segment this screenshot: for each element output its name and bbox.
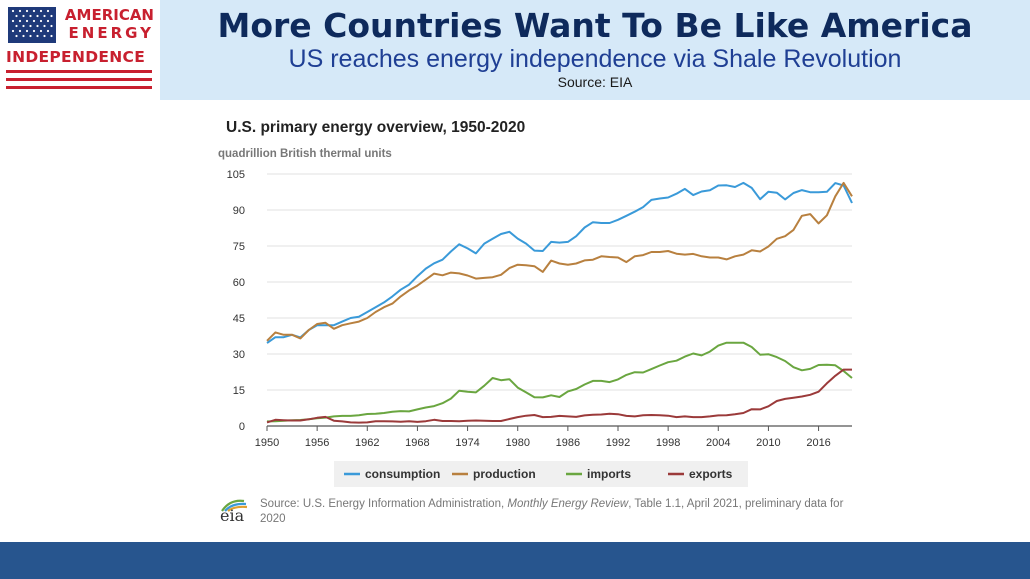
american-energy-independence-logo: AMERICAN ENERGY INDEPENDENCE [0,0,160,100]
y-tick-label: 105 [227,169,245,181]
chart-title: U.S. primary energy overview, 1950-2020 [226,119,525,136]
x-tick-label: 2004 [706,437,730,449]
x-tick-label: 1974 [455,437,479,449]
x-tick-label: 1986 [556,437,580,449]
eia-logo-icon [220,498,254,526]
chart-source-note: Source: U.S. Energy Information Administ… [260,497,850,527]
x-tick-label: 2010 [756,437,780,449]
x-tick-label: 1992 [606,437,630,449]
source-note-suffix: , Table 1.1, April 2021, preliminary dat… [260,498,844,525]
legend-label-consumption: consumption [365,467,440,481]
source-note-publication: Monthly Energy Review [507,498,629,510]
series-line-imports [266,341,853,423]
x-tick-label: 1950 [255,437,279,449]
x-tick-label: 1998 [656,437,680,449]
y-axis-label: quadrillion British thermal units [218,148,392,160]
logo-stripes-icon [6,70,152,89]
y-tick-label: 75 [233,241,245,253]
header-source: Source: EIA [557,74,633,90]
y-tick-label: 60 [233,277,245,289]
x-tick-label: 1956 [305,437,329,449]
logo-word-energy: ENERGY [68,24,154,42]
y-tick-label: 0 [239,421,245,433]
us-flag-icon [8,7,56,43]
logo-word-independence: INDEPENDENCE [6,48,146,66]
y-tick-label: 30 [233,349,245,361]
header-banner [0,0,1030,100]
y-tick-label: 90 [233,205,245,217]
y-tick-labels: 0 15 30 45 60 75 90 105 [227,169,245,433]
series-line-consumption [266,181,853,344]
eia-logo-text: eia [220,506,245,525]
series-line-exports [266,368,852,424]
x-tick-label: 2016 [806,437,830,449]
y-tick-label: 45 [233,313,245,325]
page-subtitle: US reaches energy independence via Shale… [288,45,902,73]
x-tick-label: 1962 [355,437,379,449]
footer-bar [0,542,1030,579]
series-lines [266,181,853,424]
logo-word-american: AMERICAN [64,6,154,24]
eia-arc-icon [221,499,248,512]
page-title: More Countries Want To Be Like America [217,6,973,45]
legend-label-production: production [473,467,536,481]
x-tick-labels: 1950 1956 1962 1968 1974 1980 1986 1992 1998 2004… [255,437,831,449]
x-tick-label: 1980 [505,437,529,449]
logo-text-block: AMERICAN ENERGY [62,6,154,42]
series-line-production [266,181,853,342]
gridlines [266,173,852,431]
legend: consumption production imports exports [344,467,733,481]
legend-label-exports: exports [689,467,733,481]
x-tick-label: 1968 [405,437,429,449]
y-tick-label: 15 [233,385,245,397]
source-note-prefix: Source: U.S. Energy Information Administ… [260,498,508,510]
legend-label-imports: imports [587,467,631,481]
